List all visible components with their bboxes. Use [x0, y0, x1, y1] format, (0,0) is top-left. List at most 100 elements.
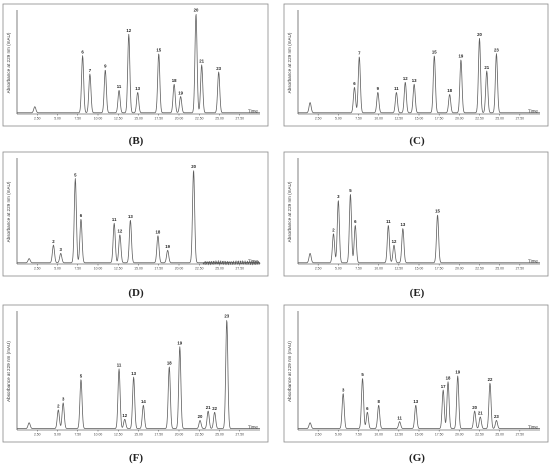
x-tick-label: 7.50 [74, 117, 81, 121]
x-tick-label: 15.00 [134, 433, 143, 437]
peak-label: 5 [361, 372, 364, 377]
peak-label: 19 [459, 54, 464, 59]
peak-label: 6 [80, 213, 83, 218]
x-tick-label: 22.50 [195, 117, 204, 121]
x-tick-label: 2.50 [34, 433, 41, 437]
x-tick-label: 27.50 [236, 267, 245, 271]
x-axis-title-d: Time [248, 259, 258, 264]
panel-frame-d [2, 151, 269, 277]
x-tick-label: 7.50 [355, 267, 362, 271]
peak-label: 18 [156, 230, 161, 235]
panel-frame-b [2, 3, 269, 127]
x-tick-label: 25.00 [495, 267, 504, 271]
panel-caption-e: (E) [410, 287, 425, 299]
y-axis-title-g: Absorbance at 229 nm (mAU) [287, 341, 292, 402]
chromatogram-trace-g [297, 375, 541, 429]
x-tick-label: 5.00 [335, 433, 342, 437]
peak-label: 2 [52, 239, 55, 244]
x-tick-label: 15.00 [415, 267, 424, 271]
x-axis-title-f: Time [248, 425, 258, 430]
x-tick-label: 17.50 [435, 267, 444, 271]
x-tick-label: 12.50 [395, 117, 404, 121]
x-tick-label: 17.50 [435, 433, 444, 437]
x-tick-label: 2.50 [315, 117, 322, 121]
x-tick-label: 25.00 [495, 117, 504, 121]
peak-label: 8 [377, 399, 380, 404]
peak-label: 21 [484, 65, 489, 70]
peak-label: 11 [394, 86, 399, 91]
peak-label: 12 [126, 28, 131, 33]
x-tick-label: 20.00 [175, 267, 184, 271]
peak-label: 6 [366, 406, 369, 411]
peak-label: 2 [57, 404, 60, 409]
x-tick-label: 22.50 [195, 433, 204, 437]
x-tick-label: 15.00 [415, 117, 424, 121]
panel-caption-c: (C) [409, 135, 425, 147]
peak-label: 20 [194, 8, 199, 13]
peak-label: 6 [354, 219, 357, 224]
peak-label: 7 [358, 50, 361, 55]
x-tick-label: 7.50 [355, 117, 362, 121]
peak-label: 5 [80, 373, 83, 378]
x-tick-label: 7.50 [355, 433, 362, 437]
peak-label: 19 [165, 244, 170, 249]
peak-label: 21 [478, 411, 483, 416]
peak-label: 11 [117, 363, 122, 368]
peak-label: 23 [224, 314, 229, 319]
panel-c: 2.50 5.00 7.50 10.00 12.50 15.00 17.50 20.00 22.… [283, 3, 549, 147]
x-tick-label: 10.00 [94, 433, 103, 437]
x-tick-label: 5.00 [335, 267, 342, 271]
x-tick-label: 17.50 [435, 117, 444, 121]
x-tick-label: 2.50 [315, 433, 322, 437]
panel-f: 2.50 5.00 7.50 10.00 12.50 15.00 17.50 20.00 22.… [2, 304, 269, 464]
chromatogram-trace-b [16, 14, 261, 114]
x-tick-label: 20.00 [455, 433, 464, 437]
y-axis-title-c: Absorbance at 229 nm (mAU) [287, 32, 292, 93]
y-axis-title-d: Absorbance at 229 nm (mAU) [6, 181, 11, 242]
panel-b: 2.50 5.00 7.50 10.00 12.50 15.00 17.50 20.00 22.… [2, 3, 269, 147]
peak-label: 13 [131, 371, 136, 376]
peak-label: 7 [89, 68, 92, 73]
x-tick-label: 25.00 [215, 433, 224, 437]
x-tick-label: 22.50 [475, 267, 484, 271]
peak-label: 5 [349, 188, 352, 193]
peak-label: 12 [403, 76, 408, 81]
peak-label: 22 [212, 406, 217, 411]
x-axis-title-e: Time [528, 259, 538, 264]
x-tick-label: 5.00 [54, 117, 61, 121]
panel-frame-e [283, 151, 549, 277]
peak-label: 14 [141, 399, 146, 404]
peak-label: 3 [342, 387, 345, 392]
panel-caption-d: (D) [128, 287, 144, 299]
panel-d: 2.50 5.00 7.50 10.00 12.50 15.00 17.50 20.00 22.… [2, 151, 269, 299]
peak-label: 15 [156, 47, 161, 52]
x-tick-label: 20.00 [455, 117, 464, 121]
x-tick-label: 5.00 [54, 267, 61, 271]
peak-label: 2 [332, 227, 335, 232]
y-axis-title-e: Absorbance at 229 nm (mAU) [287, 181, 292, 242]
chromatogram-trace-e [297, 194, 541, 264]
peak-label: 23 [494, 414, 499, 419]
x-tick-label: 25.00 [215, 117, 224, 121]
x-axis-title-c: Time [528, 109, 538, 114]
x-tick-label: 17.50 [155, 267, 164, 271]
peak-label: 20 [191, 164, 196, 169]
x-tick-label: 20.00 [175, 433, 184, 437]
chromatogram-trace-c [297, 37, 541, 114]
peak-label: 12 [117, 228, 122, 233]
peak-label: 19 [178, 90, 183, 95]
peak-label: 9 [377, 86, 380, 91]
x-tick-label: 15.00 [134, 267, 143, 271]
peak-label: 21 [206, 405, 211, 410]
peak-label: 13 [400, 222, 405, 227]
x-tick-label: 15.00 [134, 117, 143, 121]
x-tick-label: 5.00 [335, 117, 342, 121]
x-tick-label: 12.50 [114, 117, 123, 121]
x-tick-label: 10.00 [374, 117, 383, 121]
peak-label: 9 [104, 64, 107, 69]
peak-label: 5 [74, 172, 77, 177]
peak-label: 23 [494, 47, 499, 52]
peak-label: 18 [446, 376, 451, 381]
x-tick-label: 12.50 [114, 433, 123, 437]
peak-label: 19 [177, 340, 182, 345]
